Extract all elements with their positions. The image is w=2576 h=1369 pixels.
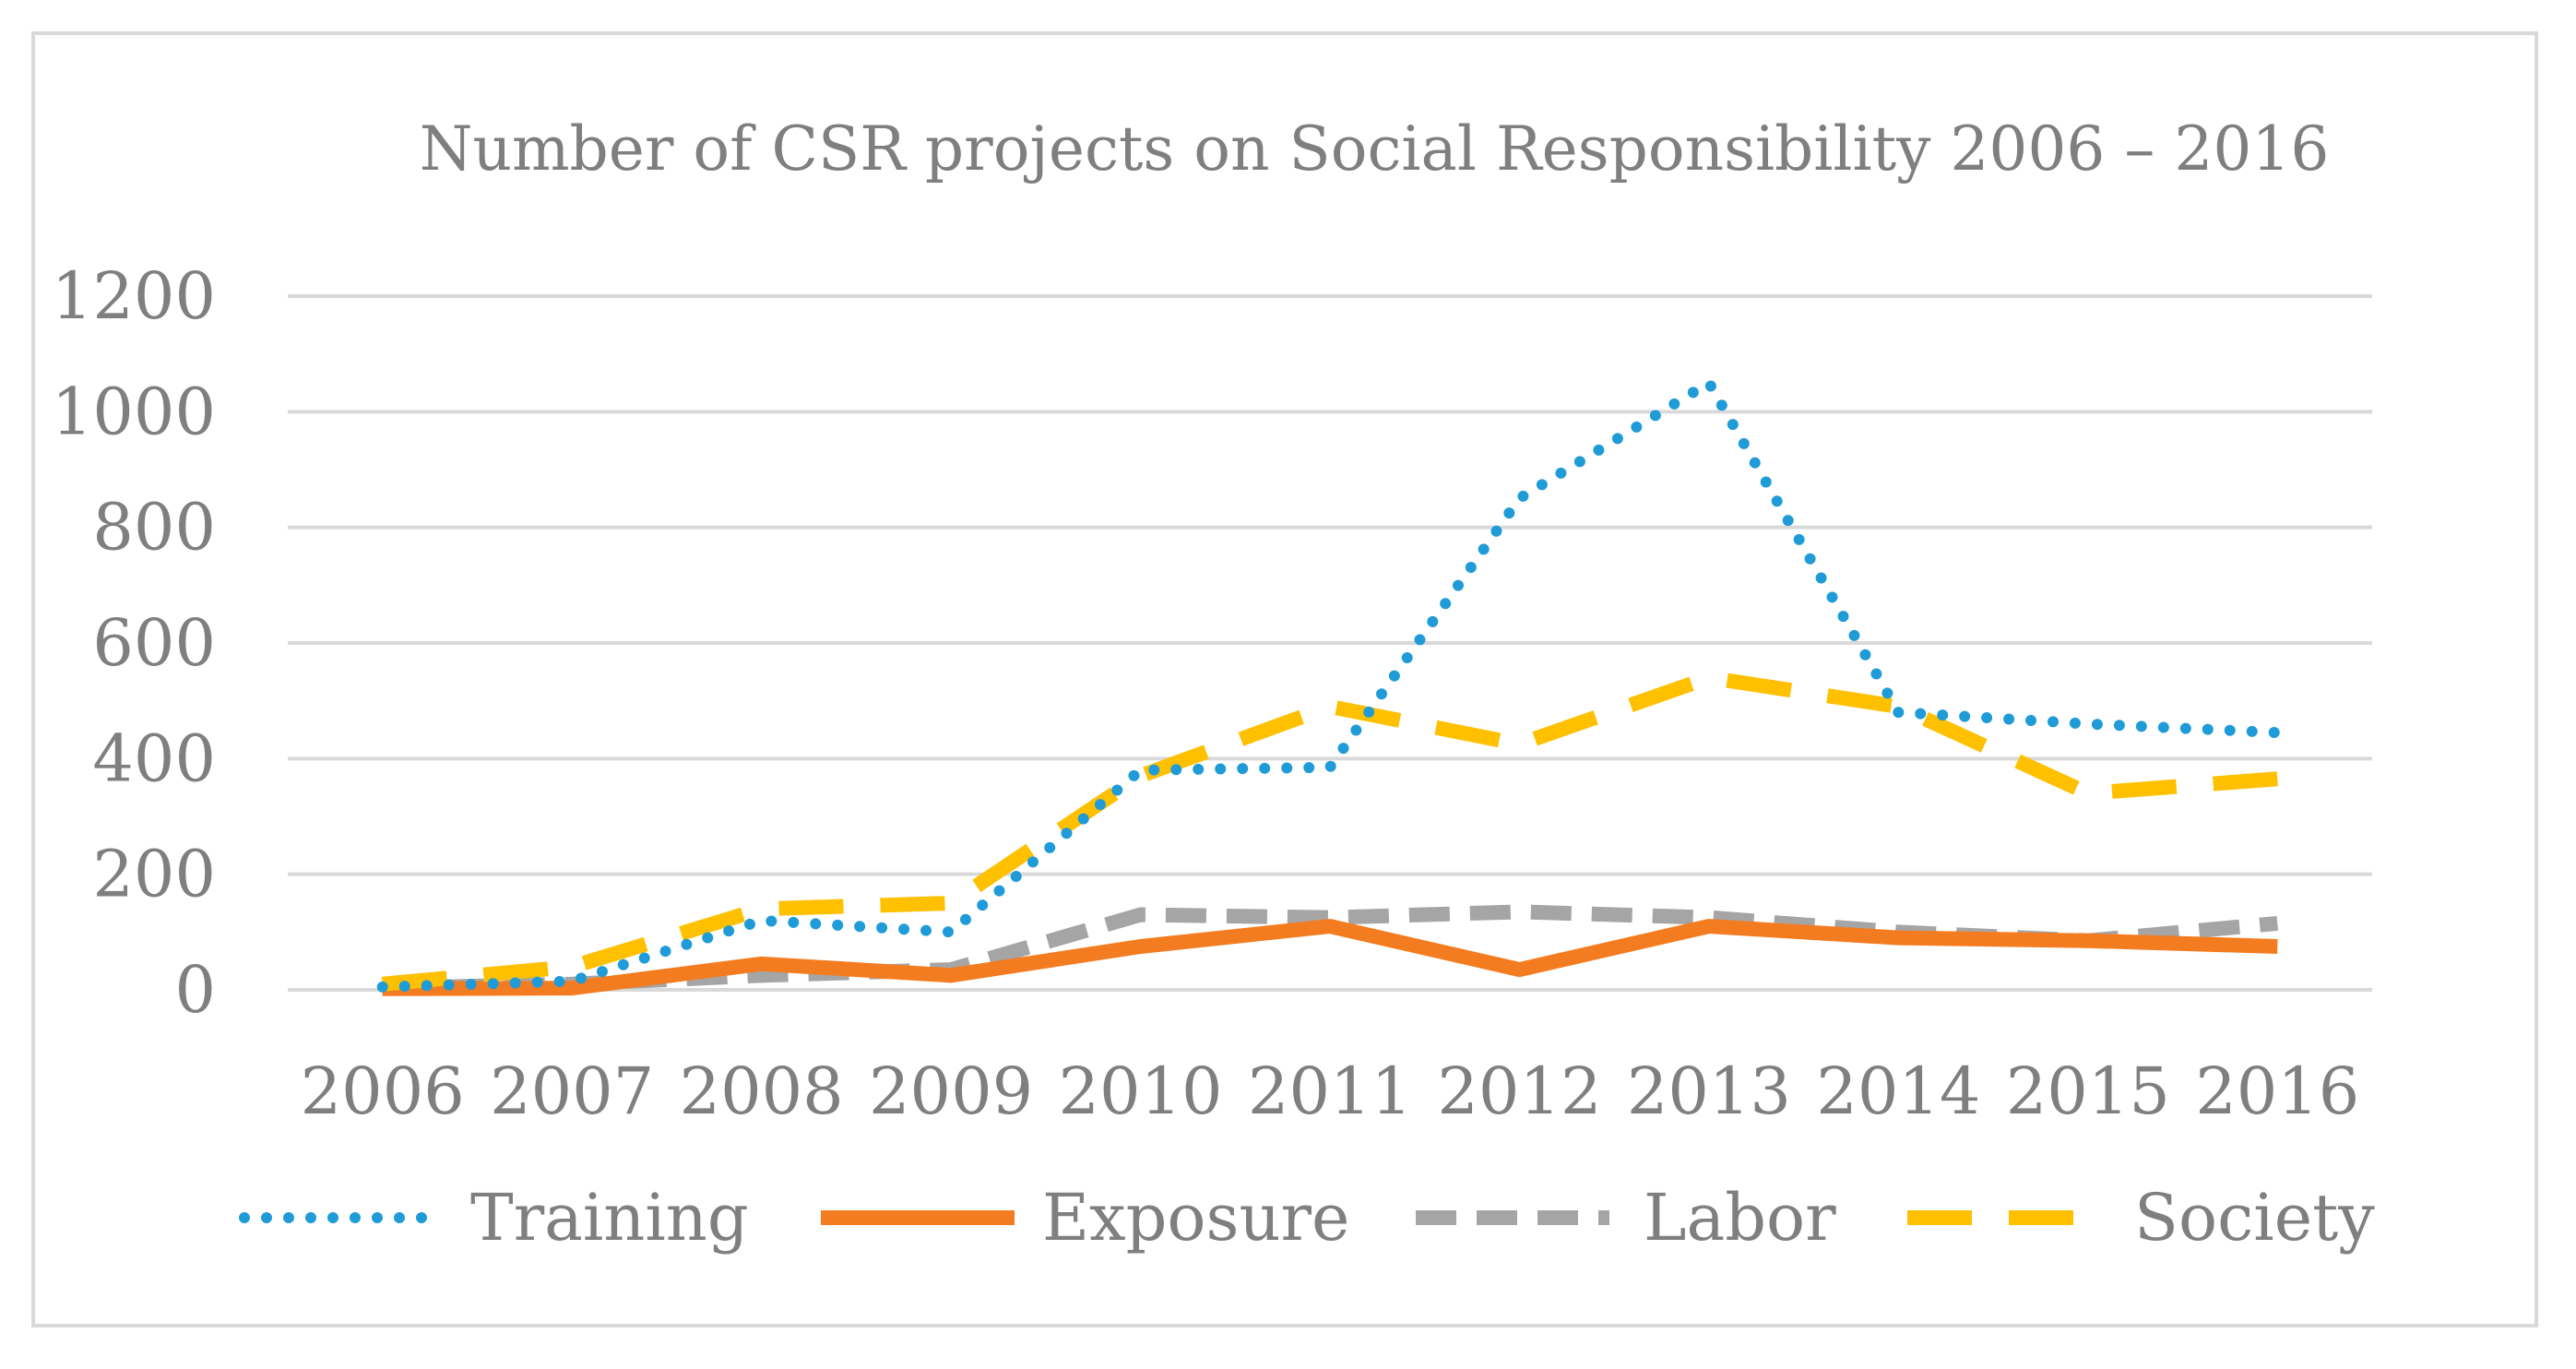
- legend-label-exposure: Exposure: [1042, 1180, 1349, 1256]
- x-tick-label: 2011: [1248, 1054, 1412, 1129]
- y-tick-label: 0: [174, 952, 216, 1028]
- gridlines: [288, 294, 2372, 992]
- x-tick-label: 2013: [1627, 1054, 1791, 1129]
- x-tick-label: 2012: [1437, 1054, 1601, 1129]
- x-tick-label: 2009: [869, 1054, 1033, 1129]
- legend-label-labor: Labor: [1644, 1180, 1836, 1256]
- y-tick-label: 400: [92, 720, 216, 796]
- y-tick-label: 200: [92, 837, 216, 912]
- chart-title: Number of CSR projects on Social Respons…: [420, 113, 2330, 185]
- x-axis-ticks: 2006 2007 2008 2009 2010 2011 2012 2013 2014 2015…: [301, 1054, 2360, 1129]
- series-line-society: [381, 670, 2278, 992]
- y-tick-label: 1000: [52, 374, 216, 449]
- chart-frame: [31, 31, 2538, 1327]
- legend-label-society: Society: [2134, 1180, 2375, 1256]
- y-tick-label: 800: [92, 490, 216, 565]
- x-tick-label: 2016: [2195, 1054, 2359, 1129]
- legend-label-training: Training: [470, 1180, 749, 1256]
- x-tick-label: 2015: [2006, 1054, 2170, 1129]
- y-axis-ticks: 0 200 400 600 800 1000 1200: [52, 258, 216, 1028]
- series-lines: [376, 377, 2284, 996]
- x-tick-label: 2010: [1058, 1054, 1222, 1129]
- series-line-training: [376, 377, 2284, 993]
- y-tick-label: 1200: [52, 258, 216, 334]
- x-tick-label: 2007: [490, 1054, 654, 1129]
- legend: Training Exposure Labor Society: [239, 1180, 2375, 1256]
- x-tick-label: 2006: [301, 1054, 465, 1129]
- series-line-exposure: [382, 919, 2278, 996]
- x-tick-label: 2008: [680, 1054, 844, 1129]
- y-tick-label: 600: [92, 605, 216, 681]
- x-tick-label: 2014: [1816, 1054, 1980, 1129]
